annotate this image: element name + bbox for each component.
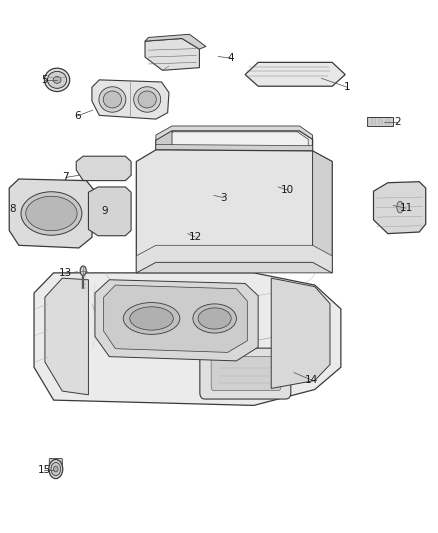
Text: 9: 9 bbox=[102, 206, 108, 216]
Polygon shape bbox=[162, 132, 308, 160]
FancyBboxPatch shape bbox=[111, 160, 122, 168]
Ellipse shape bbox=[21, 192, 82, 235]
FancyBboxPatch shape bbox=[82, 160, 93, 168]
Polygon shape bbox=[156, 131, 313, 161]
FancyBboxPatch shape bbox=[109, 221, 122, 232]
Polygon shape bbox=[156, 126, 313, 140]
Ellipse shape bbox=[47, 71, 67, 88]
Polygon shape bbox=[200, 195, 212, 202]
FancyBboxPatch shape bbox=[175, 144, 188, 155]
Text: 2: 2 bbox=[394, 117, 401, 127]
Ellipse shape bbox=[198, 308, 231, 329]
Text: 6: 6 bbox=[74, 111, 81, 121]
FancyBboxPatch shape bbox=[200, 348, 291, 399]
Ellipse shape bbox=[268, 177, 275, 188]
Ellipse shape bbox=[103, 91, 121, 108]
Ellipse shape bbox=[51, 463, 60, 475]
FancyBboxPatch shape bbox=[210, 144, 223, 155]
Text: 4: 4 bbox=[228, 53, 234, 63]
Polygon shape bbox=[136, 150, 332, 273]
Text: 7: 7 bbox=[63, 172, 69, 182]
Ellipse shape bbox=[26, 196, 77, 231]
FancyBboxPatch shape bbox=[82, 170, 93, 178]
Polygon shape bbox=[45, 278, 88, 395]
FancyBboxPatch shape bbox=[192, 144, 205, 155]
Polygon shape bbox=[34, 273, 341, 406]
Text: 10: 10 bbox=[281, 185, 294, 195]
Ellipse shape bbox=[80, 266, 86, 276]
Text: 12: 12 bbox=[188, 232, 201, 242]
FancyBboxPatch shape bbox=[109, 208, 122, 219]
Text: 11: 11 bbox=[399, 203, 413, 213]
Polygon shape bbox=[136, 245, 332, 273]
Ellipse shape bbox=[138, 91, 156, 108]
FancyBboxPatch shape bbox=[109, 195, 122, 206]
Ellipse shape bbox=[99, 87, 126, 112]
Polygon shape bbox=[145, 38, 199, 70]
Polygon shape bbox=[367, 117, 393, 126]
Ellipse shape bbox=[53, 76, 61, 83]
Text: 8: 8 bbox=[9, 204, 16, 214]
Polygon shape bbox=[245, 62, 345, 86]
Text: 13: 13 bbox=[59, 269, 72, 278]
Ellipse shape bbox=[397, 201, 403, 213]
Ellipse shape bbox=[130, 307, 173, 330]
Polygon shape bbox=[271, 278, 330, 389]
Polygon shape bbox=[76, 156, 131, 181]
Polygon shape bbox=[95, 280, 258, 361]
Polygon shape bbox=[104, 285, 247, 352]
Text: 15: 15 bbox=[37, 465, 51, 475]
Polygon shape bbox=[313, 151, 332, 273]
Text: 5: 5 bbox=[41, 75, 47, 85]
Polygon shape bbox=[156, 144, 313, 151]
Ellipse shape bbox=[49, 459, 63, 479]
Polygon shape bbox=[92, 80, 169, 119]
Ellipse shape bbox=[193, 304, 237, 333]
Polygon shape bbox=[136, 262, 332, 273]
Polygon shape bbox=[374, 182, 426, 233]
Ellipse shape bbox=[123, 303, 180, 334]
FancyBboxPatch shape bbox=[111, 170, 122, 178]
FancyBboxPatch shape bbox=[96, 160, 108, 168]
Polygon shape bbox=[156, 131, 172, 161]
FancyBboxPatch shape bbox=[227, 144, 240, 155]
Polygon shape bbox=[88, 187, 131, 236]
Text: 3: 3 bbox=[220, 192, 226, 203]
FancyBboxPatch shape bbox=[49, 458, 62, 466]
Text: 14: 14 bbox=[305, 375, 318, 385]
FancyBboxPatch shape bbox=[92, 221, 106, 232]
FancyBboxPatch shape bbox=[211, 357, 281, 391]
FancyBboxPatch shape bbox=[96, 170, 108, 178]
Polygon shape bbox=[9, 179, 94, 248]
Polygon shape bbox=[145, 34, 206, 49]
FancyBboxPatch shape bbox=[92, 208, 106, 219]
Ellipse shape bbox=[53, 466, 58, 472]
Text: 1: 1 bbox=[344, 82, 351, 92]
Ellipse shape bbox=[45, 68, 70, 92]
FancyBboxPatch shape bbox=[92, 195, 106, 206]
Ellipse shape bbox=[134, 87, 161, 112]
